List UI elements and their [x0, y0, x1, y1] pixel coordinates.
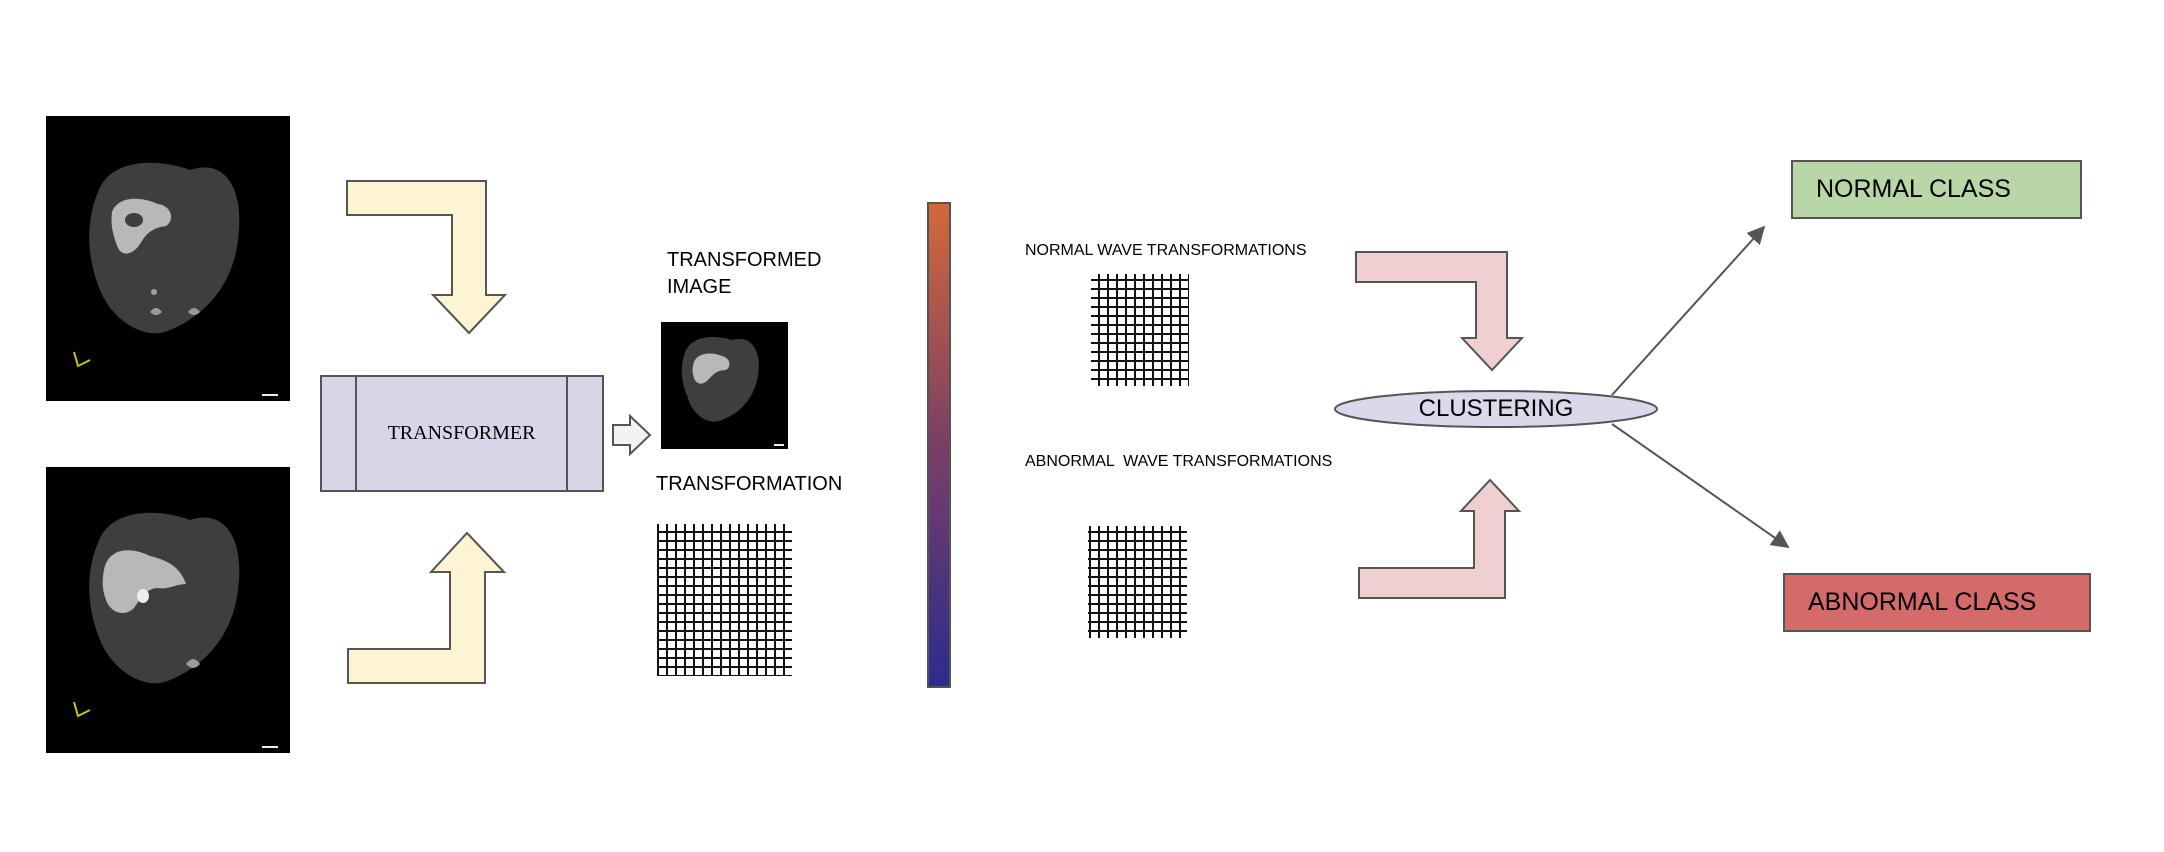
transformed-image-label-line2: IMAGE [667, 276, 732, 298]
transformer-label: TRANSFORMER [387, 422, 536, 444]
transformer-block [320, 375, 604, 492]
normal-wave-grid [1091, 274, 1189, 386]
abnormal-wave-grid [1088, 526, 1187, 638]
arrow-to-normal [1611, 225, 1766, 396]
input-heart-image-bottom [46, 467, 290, 753]
normal-class-label: NORMAL CLASS [1816, 175, 2011, 203]
pink-arrow-up [1358, 478, 1522, 599]
input-heart-image-top [46, 116, 290, 401]
transformation-label: TRANSFORMATION [656, 473, 843, 495]
pink-arrow-down [1355, 251, 1525, 372]
abnormal-class-box [1783, 573, 2091, 632]
feature-gradient-bar [927, 202, 951, 688]
clustering-label: CLUSTERING [1418, 395, 1574, 422]
transformed-image-label-line1: TRANSFORMED [667, 249, 822, 271]
transformation-grid [657, 524, 792, 676]
small-right-arrow [612, 413, 652, 457]
normal-class-box [1791, 160, 2082, 219]
elbow-arrow-down [346, 180, 508, 335]
clustering-node [1334, 390, 1658, 428]
elbow-arrow-up [347, 531, 507, 684]
arrow-to-abnormal [1611, 423, 1790, 549]
abnormal-wave-label: ABNORMAL WAVE TRANSFORMATIONS [1025, 453, 1333, 470]
abnormal-class-label: ABNORMAL CLASS [1808, 588, 2037, 616]
transformed-image [661, 322, 788, 449]
normal-wave-label: NORMAL WAVE TRANSFORMATIONS [1025, 242, 1307, 259]
